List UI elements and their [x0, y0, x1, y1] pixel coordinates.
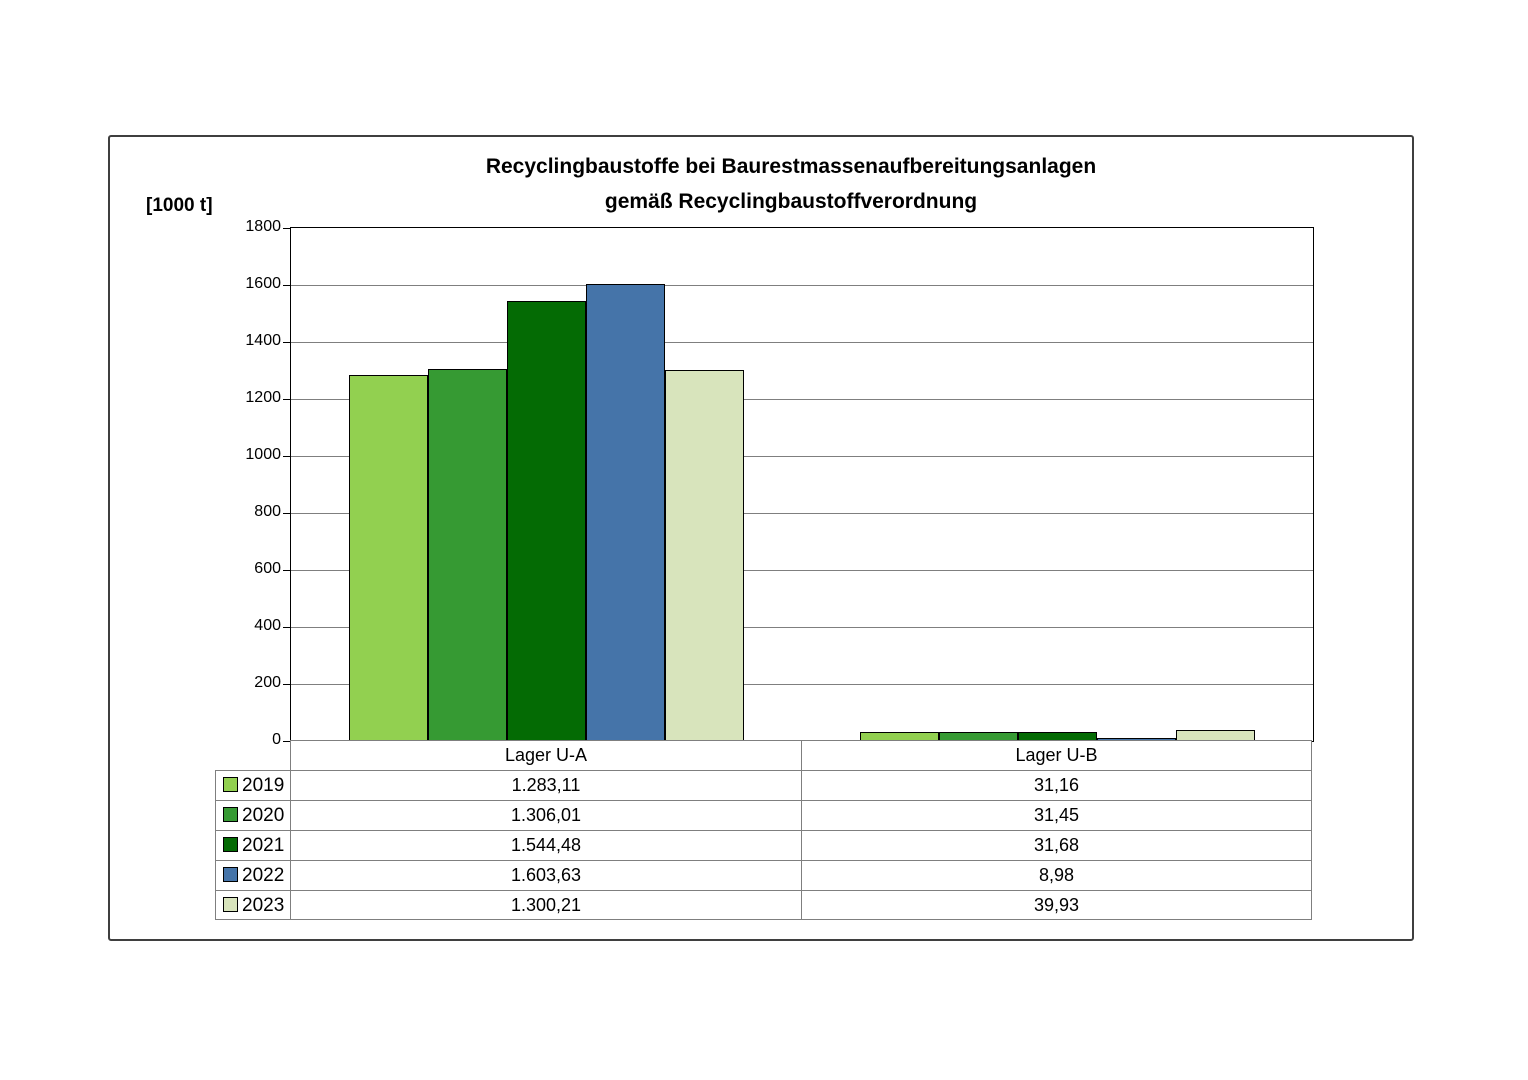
gridline-1400 [291, 342, 1313, 343]
bar-2022-lager-u-b [1097, 738, 1176, 741]
y-tick-label-1000: 1000 [245, 446, 281, 463]
value-cell-2019-lager-u-a: 1.283,11 [290, 770, 801, 800]
value-cell-2023-lager-u-b: 39,93 [801, 890, 1312, 920]
y-tick-label-1600: 1600 [245, 275, 281, 292]
bar-2019-lager-u-a [349, 375, 428, 741]
legend-swatch-2019 [223, 777, 238, 792]
chart-figure: Recyclingbaustoffe bei Baurestmassenaufb… [108, 135, 1414, 941]
legend-swatch-2020 [223, 807, 238, 822]
legend-cell-2023: 2023 [215, 890, 290, 920]
chart-title-line-2: gemäß Recyclingbaustoffverordnung [604, 190, 978, 213]
gridline-1000 [291, 456, 1313, 457]
y-tick-mark-1800 [283, 228, 291, 229]
legend-year-label-2023: 2023 [242, 895, 285, 916]
gridline-1200 [291, 399, 1313, 400]
legend-year-label-2021: 2021 [242, 835, 285, 856]
y-tick-mark-800 [283, 513, 291, 514]
legend-swatch-2022 [223, 867, 238, 882]
y-tick-mark-1400 [283, 342, 291, 343]
legend-cell-2022: 2022 [215, 860, 290, 890]
y-tick-mark-400 [283, 627, 291, 628]
gridline-800 [291, 513, 1313, 514]
y-axis-unit-label: [1000 t] [146, 195, 213, 216]
gridline-1600 [291, 285, 1313, 286]
legend-swatch-2023 [223, 897, 238, 912]
legend-cell-2019: 2019 [215, 770, 290, 800]
y-tick-mark-600 [283, 570, 291, 571]
chart-title: Recyclingbaustoffe bei Baurestmassenaufb… [270, 149, 1312, 219]
legend-year-label-2022: 2022 [242, 865, 285, 886]
legend-swatch-2021 [223, 837, 238, 852]
y-tick-label-1200: 1200 [245, 389, 281, 406]
plot-area [283, 227, 1314, 742]
y-tick-label-1800: 1800 [245, 218, 281, 235]
bar-2022-lager-u-a [586, 284, 665, 741]
bar-2020-lager-u-b [939, 732, 1018, 741]
bar-2021-lager-u-b [1018, 732, 1097, 741]
legend-year-label-2019: 2019 [242, 775, 285, 796]
y-tick-mark-1600 [283, 285, 291, 286]
y-tick-mark-1000 [283, 456, 291, 457]
y-tick-mark-200 [283, 684, 291, 685]
chart-title-line-1: Recyclingbaustoffe bei Baurestmassenaufb… [485, 155, 1097, 178]
y-tick-label-0: 0 [272, 731, 281, 748]
gridline-400 [291, 627, 1313, 628]
y-tick-mark-1200 [283, 399, 291, 400]
gridline-200 [291, 684, 1313, 685]
bar-2020-lager-u-a [428, 369, 507, 741]
value-cell-2022-lager-u-b: 8,98 [801, 860, 1312, 890]
bar-2021-lager-u-a [507, 301, 586, 741]
y-tick-label-800: 800 [254, 503, 281, 520]
value-cell-2021-lager-u-b: 31,68 [801, 830, 1312, 860]
legend-cell-2020: 2020 [215, 800, 290, 830]
value-cell-2023-lager-u-a: 1.300,21 [290, 890, 801, 920]
y-tick-mark-0 [283, 741, 291, 742]
table-header-lager-u-a: Lager U-A [290, 740, 801, 770]
legend-year-label-2020: 2020 [242, 805, 285, 826]
legend-cell-2021: 2021 [215, 830, 290, 860]
value-cell-2021-lager-u-a: 1.544,48 [290, 830, 801, 860]
y-tick-label-200: 200 [254, 674, 281, 691]
bar-2023-lager-u-a [665, 370, 744, 741]
y-tick-label-1400: 1400 [245, 332, 281, 349]
bar-2023-lager-u-b [1176, 730, 1255, 741]
y-tick-label-600: 600 [254, 560, 281, 577]
value-cell-2020-lager-u-b: 31,45 [801, 800, 1312, 830]
gridline-600 [291, 570, 1313, 571]
table-header-lager-u-b: Lager U-B [801, 740, 1312, 770]
value-cell-2020-lager-u-a: 1.306,01 [290, 800, 801, 830]
value-cell-2019-lager-u-b: 31,16 [801, 770, 1312, 800]
bar-2019-lager-u-b [860, 732, 939, 741]
y-tick-label-400: 400 [254, 617, 281, 634]
value-cell-2022-lager-u-a: 1.603,63 [290, 860, 801, 890]
